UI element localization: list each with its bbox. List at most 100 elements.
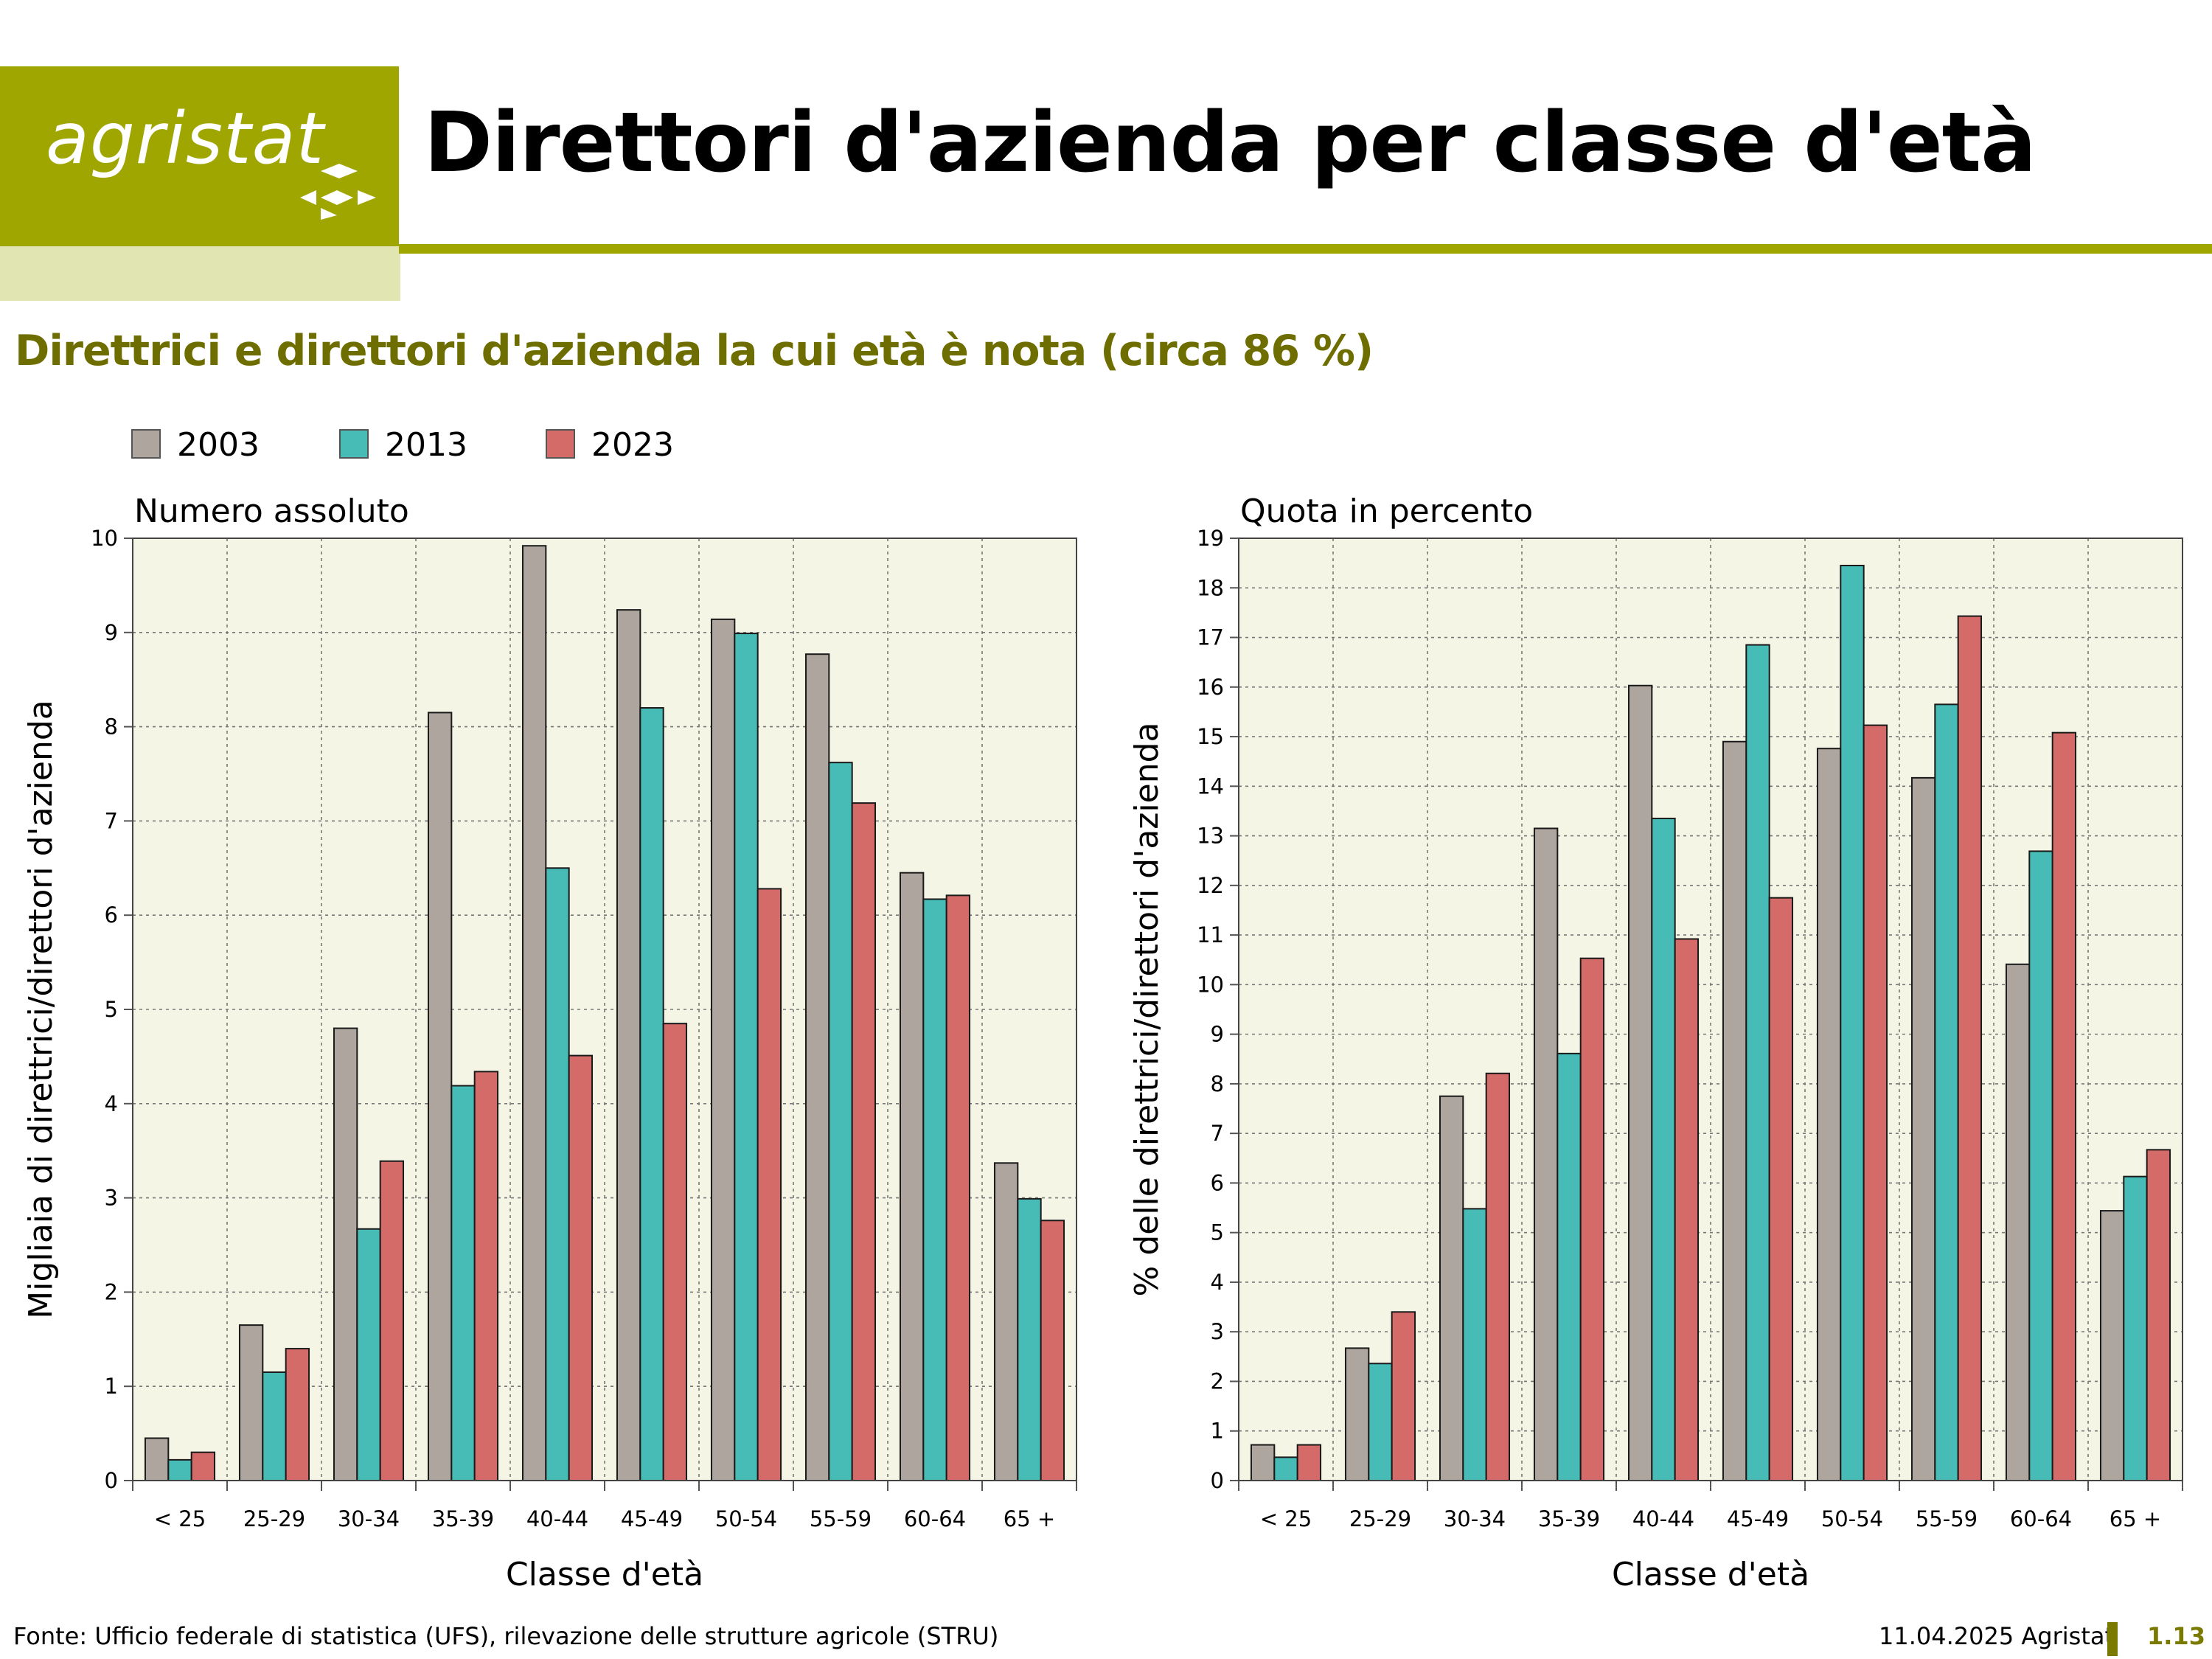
bar-2013-4 (545, 867, 570, 1481)
bar-2023-1 (1391, 1311, 1416, 1482)
y-tick-label: 15 (1197, 724, 1224, 749)
legend-swatch-2023 (546, 429, 575, 459)
bar-2013-6 (734, 633, 759, 1481)
x-axis-label: Classe d'età (1612, 1556, 1809, 1593)
y-tick-label: 3 (105, 1186, 118, 1211)
bar-2013-1 (262, 1371, 287, 1482)
y-tick-label: 6 (105, 902, 118, 928)
bar-2023-5 (662, 1023, 688, 1481)
chart-title: Numero assoluto (134, 493, 409, 530)
x-tick-label: 45-49 (621, 1506, 683, 1531)
bar-2003-8 (899, 872, 925, 1481)
x-tick-label: 25-29 (243, 1506, 305, 1531)
bar-2013-4 (1651, 818, 1676, 1481)
x-tick-label: 35-39 (432, 1506, 494, 1531)
y-tick-label: 16 (1197, 675, 1224, 700)
y-tick-label: 7 (105, 808, 118, 833)
bar-2013-3 (451, 1085, 476, 1481)
chart-absolute-number: 0 1 2 3 4 5 6 7 8 9 10 < 25 25-29 30-34 35-39 40-44 45-4… (15, 487, 1091, 1607)
x-tick-label: < 25 (154, 1506, 206, 1531)
y-tick-label: 10 (91, 526, 118, 551)
bar-2003-8 (2005, 963, 2031, 1481)
logo-text: agristat (46, 97, 325, 180)
x-tick-label: 65 + (1004, 1506, 1055, 1531)
y-tick-label: 14 (1197, 773, 1224, 799)
y-tick-label: 6 (1211, 1170, 1224, 1195)
bar-2003-2 (333, 1027, 358, 1481)
bar-2023-2 (1485, 1072, 1511, 1481)
x-tick-label: 55-59 (810, 1506, 872, 1531)
bar-2023-4 (1674, 938, 1700, 1481)
bar-2003-5 (616, 609, 641, 1481)
x-tick-label: 60-64 (904, 1506, 966, 1531)
bar-2003-9 (2099, 1210, 2125, 1482)
chart-subtitle: Direttrici e direttori d'azienda la cui … (15, 327, 1374, 375)
bar-2023-6 (757, 888, 782, 1481)
bar-2013-3 (1557, 1052, 1582, 1481)
y-tick-label: 12 (1197, 873, 1224, 898)
y-tick-label: 8 (1211, 1071, 1224, 1096)
y-tick-label: 9 (1211, 1022, 1224, 1047)
bar-2013-9 (1017, 1197, 1042, 1481)
logo-diamonds-icon (300, 164, 376, 220)
y-tick-label: 13 (1197, 824, 1224, 849)
bar-2003-3 (1533, 827, 1559, 1481)
bar-2003-2 (1439, 1095, 1464, 1481)
bar-2013-7 (1934, 703, 1959, 1482)
y-tick-label: 5 (1211, 1220, 1224, 1245)
y-tick-label: 1 (105, 1374, 118, 1399)
bar-2023-0 (190, 1451, 216, 1482)
logo-strip (0, 246, 400, 301)
y-tick-label: 2 (105, 1279, 118, 1304)
bar-2003-5 (1722, 740, 1747, 1482)
y-tick-label: 10 (1197, 972, 1224, 997)
x-axis-label: Classe d'età (506, 1556, 703, 1593)
bar-2013-7 (828, 762, 853, 1481)
bar-2013-5 (639, 707, 664, 1481)
bar-2003-6 (1816, 748, 1842, 1481)
x-tick-label: 50-54 (715, 1506, 777, 1531)
x-tick-label: 45-49 (1727, 1506, 1789, 1531)
bar-2003-3 (427, 712, 453, 1481)
bar-2013-5 (1745, 644, 1770, 1481)
y-tick-label: 5 (105, 997, 118, 1022)
bar-2023-1 (285, 1348, 310, 1481)
bar-2023-3 (1579, 957, 1605, 1481)
bar-2023-0 (1296, 1444, 1322, 1482)
y-tick-label: 8 (105, 714, 118, 740)
x-tick-label: 30-34 (338, 1506, 400, 1531)
bar-2023-8 (2051, 731, 2077, 1481)
bar-2013-2 (356, 1228, 381, 1481)
bar-2013-1 (1368, 1363, 1393, 1481)
bar-2013-0 (1273, 1456, 1298, 1482)
footer-date: 11.04.2025 Agristat (1879, 1622, 2115, 1650)
bar-2013-2 (1462, 1208, 1487, 1481)
x-tick-label: 55-59 (1916, 1506, 1978, 1531)
y-tick-label: 17 (1197, 625, 1224, 650)
y-tick-label: 1 (1211, 1419, 1224, 1444)
x-tick-label: 25-29 (1349, 1506, 1411, 1531)
bar-2023-8 (945, 894, 971, 1481)
x-tick-label: 50-54 (1821, 1506, 1883, 1531)
y-tick-label: 18 (1197, 575, 1224, 600)
plot-frame (132, 538, 1077, 1481)
y-tick-label: 7 (1211, 1121, 1224, 1146)
plot-frame (1238, 538, 2183, 1481)
bar-2013-0 (167, 1458, 192, 1482)
bar-2023-7 (851, 802, 877, 1482)
footer-source: Fonte: Ufficio federale di statistica (U… (13, 1622, 999, 1650)
header-divider (399, 244, 2212, 254)
y-axis-label: Migliaia di direttrici/direttori d'azien… (22, 700, 60, 1318)
y-tick-label: 4 (1211, 1270, 1224, 1295)
bar-2003-4 (1627, 684, 1653, 1481)
y-tick-label: 9 (105, 620, 118, 645)
y-tick-label: 11 (1197, 922, 1224, 947)
bar-2013-6 (1840, 564, 1865, 1481)
chart-percent-share: 0 1 2 3 4 5 6 7 8 9 10 11 12 13 14 15 16 17 18 19 < 25 25-29 3… (1121, 487, 2197, 1607)
y-tick-label: 19 (1197, 526, 1224, 551)
bar-2023-3 (473, 1071, 499, 1481)
legend-label-2013: 2013 (385, 426, 467, 464)
bar-2003-6 (710, 618, 736, 1482)
x-tick-label: 40-44 (1632, 1506, 1694, 1531)
